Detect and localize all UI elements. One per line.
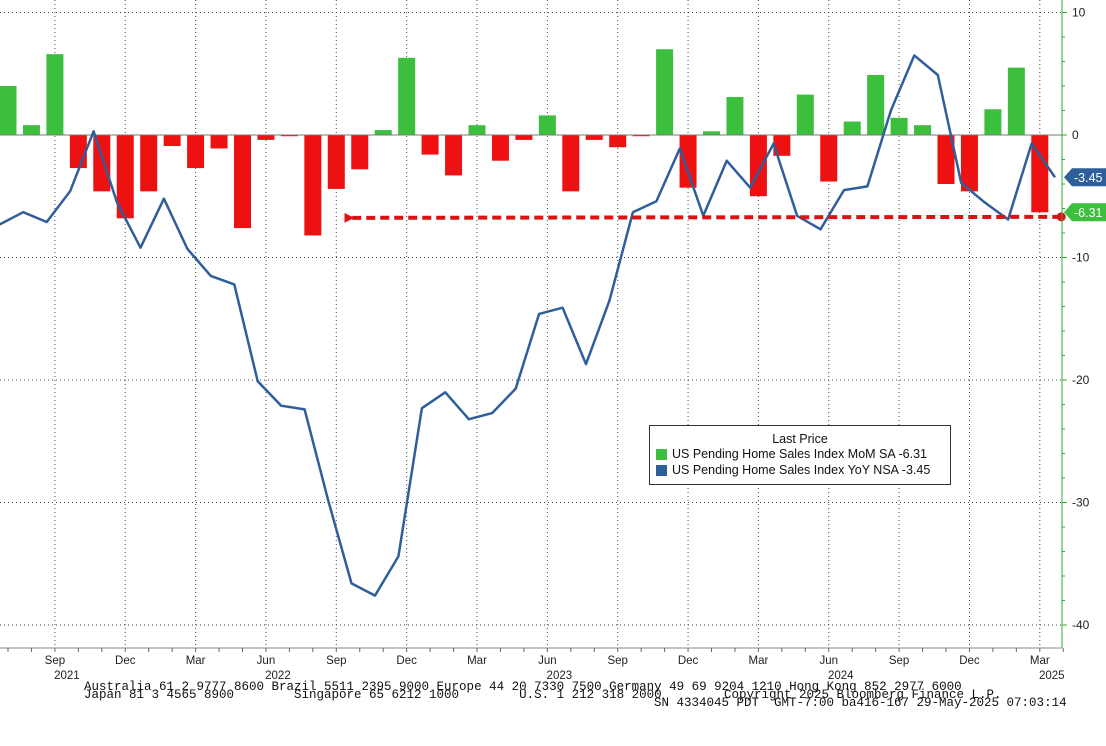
last-value-tag-bg [1064, 203, 1106, 222]
x-tick-label: Jun [819, 655, 838, 667]
x-tick-label: Jun [538, 655, 557, 667]
mom-bar [538, 115, 556, 135]
x-tick-label: Mar [748, 655, 768, 667]
footer-line-1: Australia 61 2 9777 8600 Brazil 5511 239… [84, 680, 962, 694]
mom-bar [351, 135, 369, 170]
annotation-arrow-line [344, 212, 1062, 223]
legend-item-yoy: US Pending Home Sales Index YoY NSA -3.4… [656, 462, 950, 478]
legend-swatch-mom [656, 448, 667, 460]
x-tick-label: Dec [396, 655, 417, 667]
x-tick-label: Sep [45, 655, 65, 667]
mom-bar [914, 125, 932, 135]
x-tick-label: Dec [678, 655, 699, 667]
grid [0, 0, 1062, 648]
mom-bar [1007, 67, 1025, 135]
mom-bar [327, 135, 345, 189]
last-value-tag-label: -3.45 [1074, 171, 1103, 185]
mom-bar [398, 57, 416, 136]
mom-bar [445, 135, 463, 176]
annotation-arrow-dot [1056, 212, 1066, 222]
mom-bar [187, 135, 205, 169]
last-value-tags: -3.45 -6.31 [1064, 168, 1106, 222]
footer: Australia 61 2 9777 8600 Brazil 5511 239… [0, 681, 1106, 721]
mom-bar [22, 125, 40, 135]
mom-bar [257, 135, 275, 140]
mom-bar [843, 121, 861, 135]
mom-bar [773, 135, 791, 156]
mom-bar [69, 135, 87, 169]
mom-bar [562, 135, 580, 192]
mom-bar [0, 86, 17, 135]
mom-bar [984, 109, 1002, 135]
footer-line-3: Copyright 2025 Bloomberg Finance L.P. [724, 688, 1002, 702]
x-tick-label: Sep [326, 655, 346, 667]
y-tick-label: -10 [1072, 251, 1090, 265]
mom-bar [210, 135, 228, 149]
x-tick-label: Sep [889, 655, 909, 667]
mom-bar [116, 135, 134, 219]
mom-bar [491, 135, 509, 161]
x-year-label: 2022 [265, 670, 291, 680]
mom-bar [1031, 135, 1049, 213]
mom-bar [960, 135, 978, 192]
mom-bar [46, 54, 64, 135]
mom-bar [280, 135, 298, 137]
legend-swatch-yoy [656, 464, 667, 476]
x-tick-label: Dec [959, 655, 980, 667]
mom-bar [609, 135, 627, 148]
mom-bar [726, 97, 744, 135]
x-tick-label: Jun [257, 655, 276, 667]
legend-label-yoy: US Pending Home Sales Index YoY NSA -3.4… [672, 463, 931, 477]
last-value-tag-label: -6.31 [1074, 206, 1103, 220]
mom-bar [867, 74, 885, 135]
legend-item-mom: US Pending Home Sales Index MoM SA -6.31 [656, 446, 950, 462]
mom-bar [796, 94, 814, 135]
mom-bar [890, 117, 908, 135]
mom-bar [163, 135, 181, 147]
mom-bar [304, 135, 322, 236]
y-tick-label: -20 [1072, 373, 1090, 387]
footer-line-2: Japan 81 3 4565 8900 Singapore 65 6212 1… [84, 688, 662, 702]
legend-label-mom: US Pending Home Sales Index MoM SA -6.31 [672, 447, 927, 461]
x-tick-label: Mar [467, 655, 487, 667]
x-year-label: 2023 [547, 670, 573, 680]
chart: 10 0 -10 -20 -30 -40 Sep Dec Mar Jun Sep Dec Mar Jun… [0, 0, 1106, 680]
last-value-tag-bg [1064, 168, 1106, 187]
y-tick-label: 0 [1072, 128, 1079, 142]
mom-bar [374, 130, 392, 135]
x-year-label: 2025 [1039, 670, 1065, 680]
mom-bar [820, 135, 838, 182]
legend-title: Last Price [772, 432, 828, 446]
mom-bar [749, 135, 767, 197]
mom-bar [140, 135, 158, 192]
footer-line-4: SN 4334045 PDT GMT-7:00 ba416-167 29-May… [654, 696, 1067, 710]
mom-bar [656, 49, 674, 135]
y-tick-label: -30 [1072, 496, 1090, 510]
annotation-arrow [344, 212, 1066, 223]
legend: Last Price US Pending Home Sales Index M… [649, 425, 951, 485]
x-tick-label: Mar [186, 655, 206, 667]
mom-bar [468, 125, 486, 135]
x-year-label: 2024 [828, 670, 854, 680]
mom-bar [679, 135, 697, 188]
yoy-line [0, 54, 1057, 597]
x-axis-ticks: Sep Dec Mar Jun Sep Dec Mar Jun Sep Dec Mar Jun Sep D… [0, 647, 1065, 680]
mom-bars [0, 49, 1049, 236]
y-tick-label: 10 [1072, 6, 1086, 20]
x-tick-label: Sep [607, 655, 627, 667]
mom-bar [93, 135, 111, 192]
mom-bar [703, 131, 720, 135]
x-tick-label: Dec [115, 655, 136, 667]
mom-bar [937, 135, 955, 184]
mom-bar [515, 135, 533, 140]
mom-bar [585, 135, 603, 140]
mom-bar [421, 135, 439, 155]
mom-bar [632, 135, 650, 137]
x-year-label: 2021 [54, 670, 80, 680]
y-tick-label: -40 [1072, 618, 1090, 632]
y-axis-ticks: 10 0 -10 -20 -30 -40 [1062, 6, 1090, 632]
mom-bar [234, 135, 251, 229]
x-tick-label: Mar [1030, 655, 1050, 667]
